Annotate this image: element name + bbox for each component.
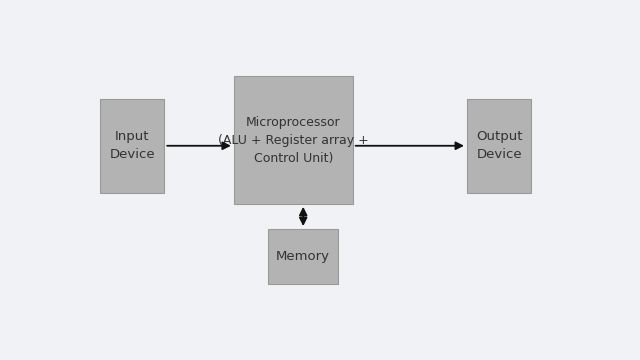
Text: Output
Device: Output Device: [476, 130, 522, 161]
Text: Microprocessor
(ALU + Register array +
Control Unit): Microprocessor (ALU + Register array + C…: [218, 116, 369, 165]
Text: Input
Device: Input Device: [109, 130, 155, 161]
FancyBboxPatch shape: [269, 229, 338, 284]
Text: Memory: Memory: [276, 250, 330, 263]
FancyBboxPatch shape: [234, 76, 353, 204]
FancyBboxPatch shape: [467, 99, 531, 193]
FancyBboxPatch shape: [100, 99, 164, 193]
